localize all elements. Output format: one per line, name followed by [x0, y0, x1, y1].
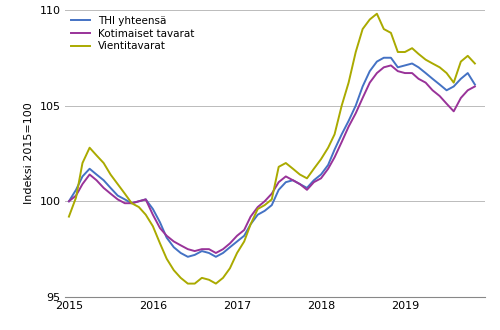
- Y-axis label: Indeksi 2015=100: Indeksi 2015=100: [24, 103, 34, 204]
- Line: Vientitavarat: Vientitavarat: [69, 14, 475, 283]
- Line: Kotimaiset tavarat: Kotimaiset tavarat: [69, 65, 475, 253]
- Line: THI yhteensä: THI yhteensä: [69, 58, 475, 257]
- Legend: THI yhteensä, Kotimaiset tavarat, Vientitavarat: THI yhteensä, Kotimaiset tavarat, Vienti…: [68, 13, 198, 54]
